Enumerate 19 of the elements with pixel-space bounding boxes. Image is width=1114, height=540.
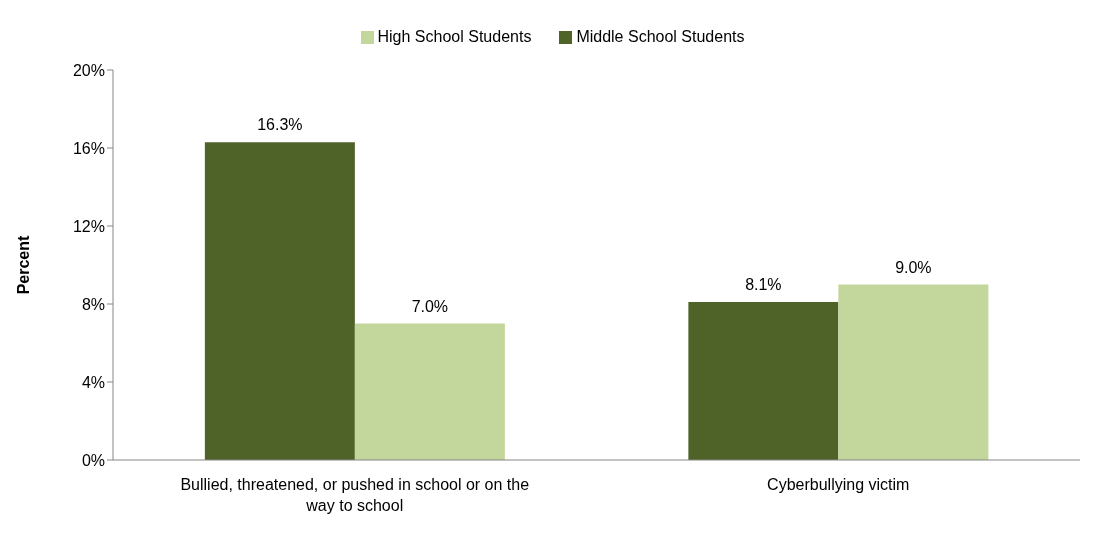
y-tick-label: 0% [81,451,105,469]
y-tick-label: 20% [72,61,105,79]
legend-label: Middle School Students [576,28,745,45]
data-label: 9.0% [895,258,932,276]
data-label: 7.0% [411,297,449,315]
y-tick-label: 12% [72,217,105,235]
y-tick-label: 16% [72,139,105,157]
y-tick-label: 4% [81,373,105,391]
bar [688,302,839,460]
data-label: 8.1% [745,276,782,294]
bar [354,323,505,460]
bar [838,284,989,460]
y-axis-title: Percent [14,234,32,295]
data-label: 16.3% [257,116,303,134]
y-tick-label: 8% [81,295,105,313]
x-tick-label: Cyberbullying victim [767,476,910,494]
bar [204,142,355,460]
legend-label: High School Students [377,28,532,45]
x-tick-label: Bullied, threatened, or pushed in school or on the way to school [180,476,530,515]
